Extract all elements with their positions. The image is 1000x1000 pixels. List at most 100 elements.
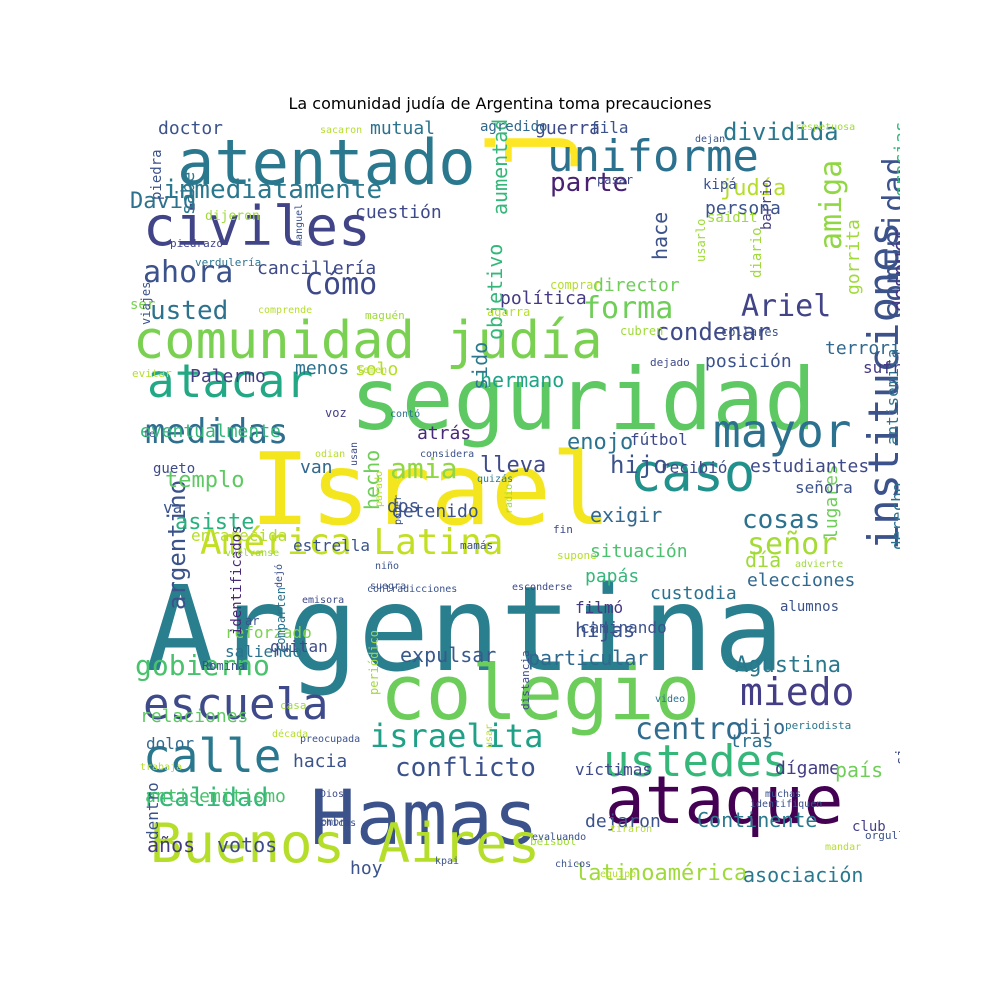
word-posicion: posición: [705, 351, 792, 372]
word-asociacion: asociación: [743, 863, 864, 887]
word-sacaron: sacaron: [320, 125, 363, 136]
word-suegra: suegra: [370, 581, 407, 592]
word-saliendo: saliendo: [225, 642, 303, 661]
word-detenido: detenido: [392, 501, 479, 522]
word-america-latina: América Latina: [200, 522, 504, 563]
word-sido: sido: [468, 341, 492, 390]
word-hacia: hacia: [293, 751, 348, 772]
word-va: va: [163, 498, 183, 517]
word-hace: hace: [648, 211, 672, 260]
word-centro: centro: [635, 712, 744, 747]
word-contradicciones: contradicciones: [367, 584, 458, 595]
word-distancia: distancia: [519, 650, 532, 710]
word-david: David: [130, 189, 197, 214]
word-particular: particular: [528, 646, 649, 670]
word-papas: papás: [585, 566, 640, 587]
word-victimas: víctimas: [575, 760, 653, 779]
word-elecciones: elecciones: [747, 570, 856, 591]
word-identificados: identificados: [229, 525, 245, 635]
word-dolor: dolor: [146, 734, 195, 753]
word-chicos: chicos: [555, 859, 592, 870]
word-civiles: civiles: [143, 195, 371, 258]
word-dos: dos: [387, 496, 420, 517]
word-futbol: fútbol: [630, 430, 688, 449]
word-piedrazo: piedrazo: [170, 237, 223, 250]
word-si: si: [894, 748, 900, 765]
word-palermo: Palermo: [190, 366, 266, 387]
word-cloud: ArgentinaIsraelseguridadjudíocolegioHama…: [125, 120, 900, 895]
word-decada: década: [272, 729, 309, 740]
word-romina: Romina: [202, 659, 246, 673]
word-mamas: mamás: [460, 539, 494, 552]
word-kipa: kipá: [703, 177, 737, 193]
word-preocupada: preocupada: [300, 734, 361, 745]
word-estudiantes: estudiantes: [750, 456, 870, 477]
word-israel: Israel: [250, 431, 612, 548]
word-enrarecida: enrarecida: [191, 526, 288, 545]
word-usted: usted: [150, 296, 229, 326]
word-caso: caso: [630, 444, 756, 504]
word-dejan: dejan: [695, 134, 726, 145]
word-odian: odian: [315, 449, 346, 460]
word-votos: votos: [217, 833, 278, 857]
word-parado: parado: [374, 470, 385, 507]
word-esconderse: esconderse: [512, 582, 573, 593]
word-hoy: hoy: [350, 858, 383, 879]
word-condenar: condenar: [655, 318, 771, 346]
word-sufrido: sufrido: [863, 358, 900, 377]
word-dejo: dejó: [274, 563, 285, 588]
word-miedo: miedo: [740, 670, 855, 714]
word-senor: señor: [747, 527, 838, 562]
word-asiste: asiste: [175, 510, 255, 535]
figure-title: La comunidad judía de Argentina toma pre…: [288, 94, 712, 113]
word-mandar: mandar: [825, 842, 862, 853]
word-ser: ser: [130, 297, 156, 313]
word-saidit: saidit: [707, 210, 758, 226]
word-senora: señora: [795, 478, 853, 497]
word-estrella: estrella: [293, 536, 371, 555]
word-ataque: ataque: [605, 762, 844, 839]
word-solo: solo: [355, 359, 399, 380]
word-exigir: exigir: [590, 503, 663, 527]
word-hamas: Hamas: [310, 773, 539, 862]
word-comparten: comparten: [274, 586, 288, 652]
word-gobierno: gobierno: [135, 649, 270, 682]
word-relaciones: relaciones: [140, 706, 249, 727]
word-trabaja: trabaja: [140, 762, 183, 773]
word-collares: collares: [721, 325, 779, 339]
word-persona: persona: [705, 198, 781, 219]
word-nino: niño: [375, 561, 400, 572]
word-comprar: comprar: [550, 278, 601, 292]
word-uniforme: uniforme: [547, 131, 759, 182]
word-ustedes: ustedes: [603, 736, 789, 787]
word-maguen: maguén: [365, 309, 405, 322]
word-comunidad-judia: comunidad judía: [133, 311, 603, 371]
word-amia: amia: [390, 452, 458, 485]
word-chicas: chicas: [320, 818, 357, 829]
word-buenos-aires: Buenos Aires: [150, 812, 541, 875]
word-director: director: [593, 275, 680, 296]
word-doctor: doctor: [158, 120, 224, 139]
word-dios: Dios: [320, 789, 345, 800]
word-menos: menos: [295, 358, 350, 379]
word-atras: atrás: [417, 423, 472, 444]
word-tiraron: tiraron: [610, 824, 653, 835]
word-barrio: barrio: [759, 179, 775, 230]
word-muchas: muchas: [765, 789, 802, 800]
word-cosas: cosas: [742, 505, 821, 535]
word-gorrita: gorrita: [843, 219, 864, 295]
word-politica: política: [500, 288, 587, 309]
word-periodico: periódico: [367, 629, 381, 695]
word-seguridad: seguridad: [350, 350, 816, 450]
word-evaluando: evaluando: [532, 832, 587, 843]
word-dejaron: dejaron: [585, 811, 661, 832]
word-hijas: hijas: [575, 618, 636, 642]
word-kpai: kpai: [435, 856, 460, 867]
word-cuestion: cuestión: [355, 202, 442, 223]
word-continente: Continente: [697, 808, 818, 832]
word-derecho: derecho: [888, 482, 900, 550]
word-mutual: mutual: [370, 120, 436, 139]
word-emisora: emisora: [302, 595, 345, 606]
word-atentado: atentado: [177, 126, 476, 199]
word-fe: fe: [143, 429, 156, 440]
